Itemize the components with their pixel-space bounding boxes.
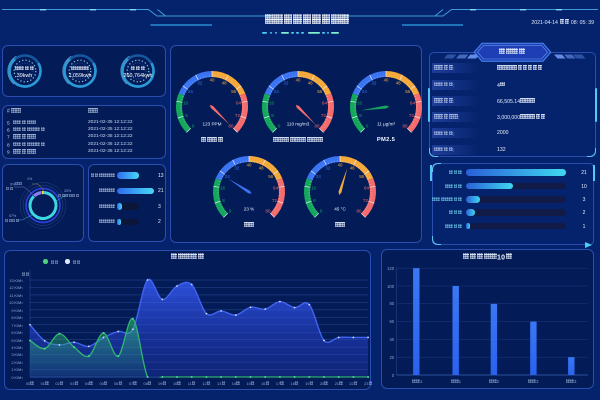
svg-text:8: 8 (185, 112, 188, 117)
svg-text:56: 56 (231, 88, 236, 93)
svg-text:16: 16 (269, 100, 274, 105)
svg-text:48: 48 (222, 80, 227, 85)
svg-text:40: 40 (338, 163, 343, 168)
svg-text:40: 40 (210, 77, 215, 82)
svg-text:8: 8 (359, 112, 362, 117)
svg-text:72: 72 (409, 112, 414, 117)
svg-text:80: 80 (229, 123, 234, 128)
svg-text:0: 0 (320, 208, 323, 213)
svg-text:8: 8 (271, 112, 274, 117)
svg-text:80: 80 (266, 208, 271, 213)
svg-text:32: 32 (371, 80, 376, 85)
svg-text:48: 48 (350, 166, 355, 171)
svg-text:24: 24 (274, 88, 279, 93)
svg-text:40: 40 (296, 77, 301, 82)
svg-text:32: 32 (283, 80, 288, 85)
svg-text:80: 80 (357, 208, 362, 213)
svg-text:64: 64 (364, 185, 369, 190)
svg-text:80: 80 (315, 123, 320, 128)
svg-text:56: 56 (405, 88, 410, 93)
svg-text:72: 72 (235, 112, 240, 117)
svg-text:64: 64 (273, 185, 278, 190)
svg-text:45 °C: 45 °C (334, 207, 346, 212)
svg-text:0: 0 (192, 123, 195, 128)
svg-text:56: 56 (317, 88, 322, 93)
svg-text:0: 0 (229, 208, 232, 213)
svg-text:16: 16 (311, 185, 316, 190)
svg-text:56: 56 (268, 174, 273, 179)
svg-text:23 %: 23 % (244, 207, 254, 212)
svg-text:32: 32 (197, 80, 202, 85)
svg-text:123 PPM: 123 PPM (203, 121, 222, 126)
svg-text:16: 16 (183, 100, 188, 105)
svg-text:8: 8 (222, 198, 225, 203)
svg-text:64: 64 (410, 100, 415, 105)
svg-text:32: 32 (325, 166, 330, 171)
svg-text:16: 16 (357, 100, 362, 105)
svg-text:72: 72 (321, 112, 326, 117)
svg-text:24: 24 (188, 88, 193, 93)
svg-text:8: 8 (313, 198, 316, 203)
svg-text:40: 40 (247, 163, 252, 168)
svg-text:64: 64 (236, 100, 241, 105)
svg-text:32: 32 (234, 166, 239, 171)
svg-text:0: 0 (278, 123, 281, 128)
svg-text:48: 48 (308, 80, 313, 85)
svg-text:40: 40 (384, 77, 389, 82)
svg-text:24: 24 (362, 88, 367, 93)
svg-text:72: 72 (363, 198, 368, 203)
svg-text:24: 24 (225, 174, 230, 179)
svg-text:80: 80 (403, 123, 408, 128)
svg-text:64: 64 (322, 100, 327, 105)
svg-text:0: 0 (366, 123, 369, 128)
svg-text:48: 48 (396, 80, 401, 85)
svg-text:48: 48 (259, 166, 264, 171)
svg-text:24: 24 (316, 174, 321, 179)
svg-text:72: 72 (272, 198, 277, 203)
svg-text:110 mg/m3: 110 mg/m3 (287, 121, 310, 126)
svg-text:11 μg/m³: 11 μg/m³ (377, 121, 395, 126)
svg-text:16: 16 (220, 185, 225, 190)
svg-text:56: 56 (359, 174, 364, 179)
